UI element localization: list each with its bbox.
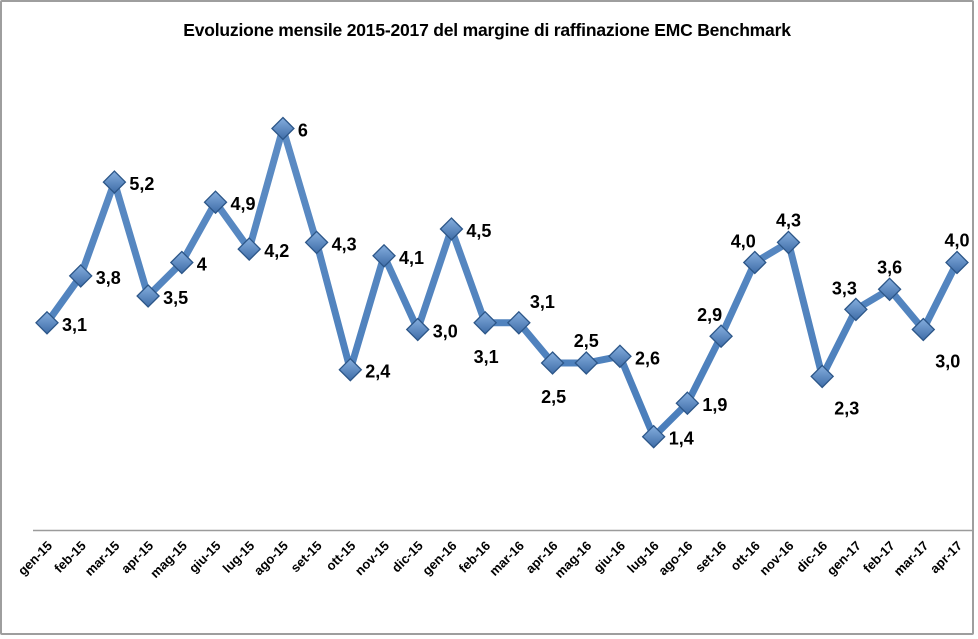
point-value-label: 2,6: [635, 348, 660, 368]
data-point-marker: [843, 297, 868, 322]
data-point-marker: [372, 243, 396, 268]
point-value-label: 3,1: [62, 315, 87, 335]
x-axis-tick-label: mag-15: [147, 538, 190, 581]
x-axis-tick-label: giu-16: [590, 538, 628, 576]
point-value-label: 1,9: [702, 395, 727, 415]
x-axis-tick-label: gen-16: [419, 538, 459, 578]
data-point-marker: [473, 310, 498, 335]
point-value-label: 3,6: [877, 257, 902, 277]
data-point-marker: [877, 277, 902, 302]
x-axis-tick-label: mar-15: [82, 538, 123, 579]
point-value-label: 4,1: [399, 248, 424, 268]
data-point-marker: [136, 284, 161, 308]
point-value-label: 3,1: [474, 347, 499, 367]
data-point-marker: [203, 190, 228, 215]
data-point-marker: [911, 317, 936, 342]
x-axis-tick-labels: gen-15feb-15mar-15apr-15mag-15giu-15lug-…: [15, 538, 965, 581]
point-value-label: 2,5: [574, 331, 599, 351]
data-point-marker: [742, 250, 767, 275]
point-value-label: 6: [298, 121, 308, 141]
point-value-label: 4,5: [466, 221, 491, 241]
point-value-label: 2,3: [834, 398, 859, 418]
point-value-label: 4,0: [731, 232, 756, 252]
point-value-label: 4,0: [944, 231, 969, 251]
data-point-marker: [776, 230, 801, 255]
data-point-marker: [237, 237, 262, 262]
data-point-marker: [945, 250, 969, 275]
data-point-marker: [439, 217, 464, 241]
x-axis-tick-label: ago-16: [655, 538, 695, 578]
x-axis-tick-label: mar-16: [486, 538, 527, 579]
data-point-marker: [709, 324, 733, 349]
x-axis-tick-label: giu-15: [186, 538, 224, 576]
point-value-label: 3,0: [935, 352, 960, 372]
line-series-path: [43, 125, 961, 441]
point-value-label: 4,9: [231, 194, 256, 214]
point-value-label: 3,8: [96, 268, 121, 288]
x-axis-tick-label: set-16: [692, 538, 729, 575]
point-value-label: 4,2: [264, 241, 289, 261]
x-axis-tick-label: nov-15: [352, 538, 392, 578]
point-value-label: 3,1: [530, 292, 555, 312]
x-axis-tick-label: gen-15: [15, 538, 55, 578]
x-axis-tick-label: apr-17: [927, 538, 965, 576]
data-point-marker: [506, 310, 531, 335]
data-point-marker: [608, 344, 632, 369]
data-point-marker: [574, 351, 599, 375]
point-value-label: 2,9: [697, 305, 722, 325]
data-point-marker: [405, 317, 430, 342]
x-axis-tick-label: gen-17: [824, 538, 864, 578]
data-point-marker: [102, 170, 127, 195]
data-point-marker: [35, 310, 59, 335]
data-point-marker: [641, 424, 666, 449]
data-point-marker: [68, 263, 93, 288]
point-value-label: 2,4: [365, 362, 390, 382]
point-value-label: 4,3: [332, 234, 357, 254]
chart-title: Evoluzione mensile 2015-2017 del margine…: [183, 20, 791, 40]
data-point-marker: [675, 391, 700, 416]
point-value-label: 5,2: [129, 174, 154, 194]
x-axis-tick-label: nov-16: [756, 538, 796, 578]
point-value-label: 4,3: [776, 210, 801, 230]
data-point-marker: [338, 357, 363, 382]
point-value-label: 3,0: [433, 322, 458, 342]
point-value-label: 3,5: [163, 288, 188, 308]
point-value-label: 2,5: [541, 387, 566, 407]
x-axis-tick-label: lug-16: [624, 538, 662, 576]
data-point-marker: [304, 230, 329, 255]
data-point-marker: [540, 351, 565, 375]
data-labels: 3,1 3,8 5,2 3,5 4 4,9 4,2 6 4,3 2,4 4,1 3,0 4,5 3,1 3,…: [62, 121, 970, 449]
x-axis-tick-label: mar-17: [891, 538, 932, 579]
point-value-label: 1,4: [669, 429, 694, 449]
x-axis-tick-label: lug-15: [220, 538, 258, 576]
point-value-label: 3,3: [832, 278, 857, 298]
point-value-label: 4: [197, 255, 207, 275]
x-axis-tick-label: ago-15: [251, 538, 291, 578]
data-series: [35, 116, 969, 449]
data-point-marker: [810, 364, 835, 389]
data-point-marker: [271, 116, 295, 141]
x-axis-tick-label: mag-16: [552, 538, 595, 581]
data-point-marker: [169, 250, 194, 275]
x-axis-tick-label: set-15: [288, 538, 325, 575]
